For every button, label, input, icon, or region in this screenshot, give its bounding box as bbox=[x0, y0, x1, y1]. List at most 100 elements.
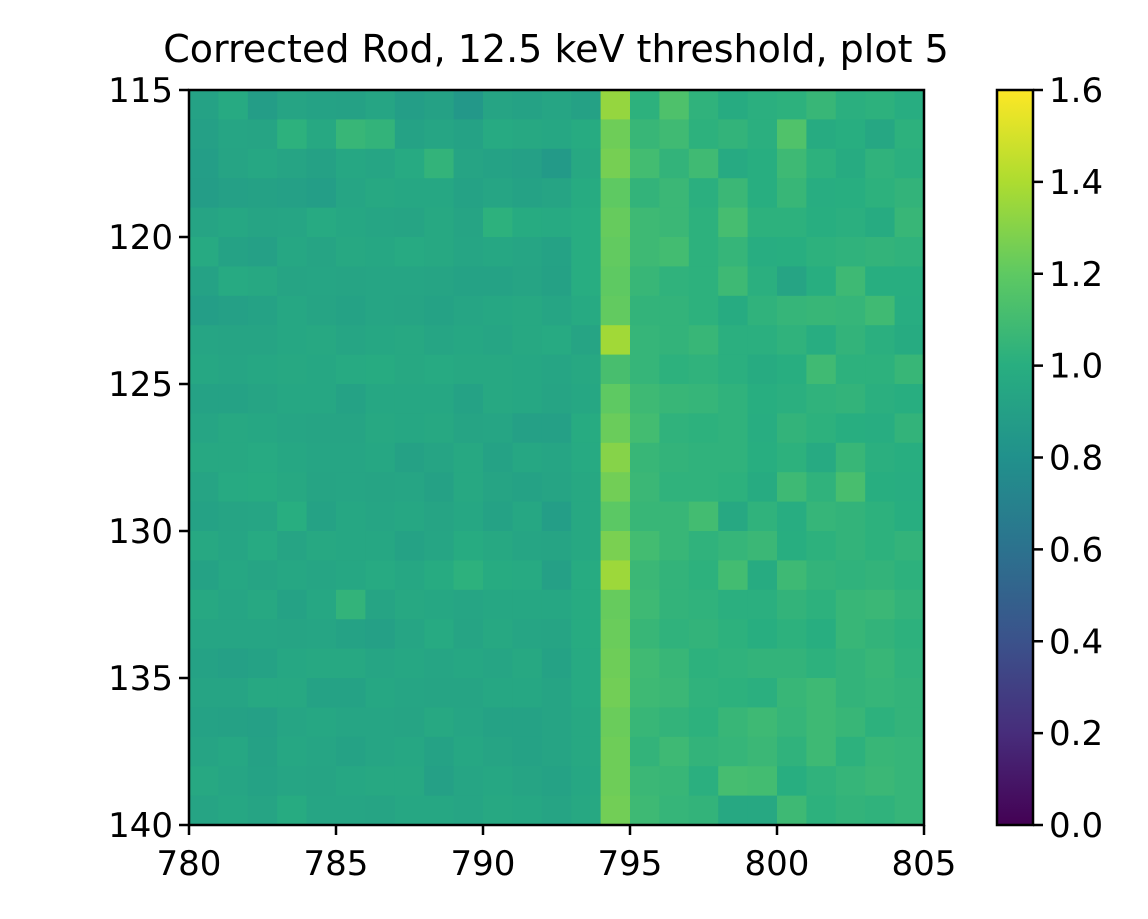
heatmap-cell bbox=[394, 207, 425, 238]
heatmap-cell bbox=[777, 442, 807, 473]
heatmap-cell bbox=[659, 266, 690, 297]
heatmap-cell bbox=[218, 148, 249, 179]
heatmap-cell bbox=[394, 766, 425, 797]
heatmap-cell bbox=[600, 354, 631, 385]
heatmap-cell bbox=[894, 766, 925, 797]
heatmap-cell bbox=[835, 207, 866, 238]
plot-area-frame bbox=[187, 88, 926, 827]
heatmap-cell bbox=[365, 207, 396, 238]
heatmap-cell bbox=[218, 560, 249, 591]
heatmap-cell bbox=[365, 148, 396, 179]
heatmap-cell bbox=[189, 178, 219, 209]
heatmap-cell bbox=[277, 795, 308, 826]
heatmap-cell bbox=[600, 531, 631, 561]
heatmap-cell bbox=[512, 178, 543, 209]
heatmap-cell bbox=[747, 678, 778, 708]
heatmap-cell bbox=[718, 354, 749, 385]
heatmap-cell bbox=[865, 325, 896, 356]
heatmap-cell bbox=[894, 207, 925, 238]
heatmap-cell bbox=[365, 384, 396, 414]
heatmap-cell bbox=[453, 90, 484, 120]
heatmap-cell bbox=[277, 501, 308, 532]
heatmap-cell bbox=[835, 384, 866, 414]
heatmap-cell bbox=[747, 413, 778, 444]
colorbar-tick-label: 1.2 bbox=[1049, 255, 1103, 295]
heatmap-cell bbox=[806, 648, 837, 679]
heatmap-cell bbox=[630, 678, 660, 708]
heatmap-cell bbox=[512, 707, 543, 738]
heatmap-cell bbox=[394, 648, 425, 679]
x-tick-label: 780 bbox=[157, 844, 222, 884]
heatmap-cell bbox=[777, 325, 807, 356]
heatmap-cell bbox=[247, 472, 278, 503]
heatmap-cell bbox=[600, 237, 631, 267]
heatmap-cell bbox=[483, 619, 513, 650]
heatmap-cell bbox=[835, 531, 866, 561]
heatmap-cell bbox=[747, 707, 778, 738]
heatmap-cell bbox=[453, 766, 484, 797]
heatmap-cell bbox=[747, 119, 778, 150]
heatmap-cell bbox=[747, 560, 778, 591]
heatmap-cell bbox=[718, 648, 749, 679]
heatmap-cell bbox=[571, 589, 602, 620]
heatmap-cell bbox=[365, 531, 396, 561]
heatmap-cell bbox=[806, 237, 837, 267]
heatmap-cell bbox=[218, 766, 249, 797]
heatmap-cell bbox=[483, 589, 513, 620]
colorbar-axis: 0.0 0.2 0.4 0.6 0.8 1.0 1.2 1.4 1.6 bbox=[1033, 71, 1103, 846]
heatmap-cell bbox=[688, 413, 719, 444]
heatmap-cell bbox=[189, 354, 219, 385]
heatmap-cell bbox=[865, 531, 896, 561]
heatmap-cell bbox=[365, 766, 396, 797]
heatmap-cell bbox=[512, 795, 543, 826]
heatmap-cell bbox=[306, 736, 337, 767]
heatmap-cell bbox=[541, 295, 572, 326]
heatmap-cell bbox=[777, 707, 807, 738]
heatmap-cell bbox=[600, 736, 631, 767]
heatmap-cell bbox=[541, 648, 572, 679]
heatmap-cell bbox=[541, 472, 572, 503]
heatmap-cell bbox=[277, 207, 308, 238]
heatmap-cell bbox=[424, 354, 455, 385]
heatmap-cell bbox=[688, 472, 719, 503]
heatmap-cell bbox=[306, 766, 337, 797]
heatmap-cell bbox=[218, 237, 249, 267]
heatmap-cell bbox=[336, 501, 366, 532]
heatmap-cell bbox=[512, 354, 543, 385]
heatmap-cell bbox=[541, 589, 572, 620]
heatmap-cell bbox=[659, 178, 690, 209]
heatmap-cell bbox=[835, 325, 866, 356]
colorbar-tick-label: 1.6 bbox=[1049, 71, 1103, 111]
heatmap-cell bbox=[424, 619, 455, 650]
heatmap-cell bbox=[306, 472, 337, 503]
heatmap-cell bbox=[424, 766, 455, 797]
heatmap-cell bbox=[247, 295, 278, 326]
heatmap-cell bbox=[247, 178, 278, 209]
heatmap-cell bbox=[277, 589, 308, 620]
heatmap-cell bbox=[835, 442, 866, 473]
heatmap-cell bbox=[189, 472, 219, 503]
heatmap-cell bbox=[659, 560, 690, 591]
heatmap-cell bbox=[306, 531, 337, 561]
heatmap-cell bbox=[453, 119, 484, 150]
heatmap-cell bbox=[394, 384, 425, 414]
heatmap-cell bbox=[806, 766, 837, 797]
heatmap-cell bbox=[777, 295, 807, 326]
heatmap-cell bbox=[541, 354, 572, 385]
heatmap-cell bbox=[247, 413, 278, 444]
heatmap-cell bbox=[277, 531, 308, 561]
heatmap-cell bbox=[718, 707, 749, 738]
heatmap-cell bbox=[277, 707, 308, 738]
heatmap-cell bbox=[747, 148, 778, 179]
heatmap-cell bbox=[218, 531, 249, 561]
heatmap-cell bbox=[865, 178, 896, 209]
heatmap-cell bbox=[512, 237, 543, 267]
heatmap-cell bbox=[453, 148, 484, 179]
heatmap-cell bbox=[777, 384, 807, 414]
heatmap-cell bbox=[277, 384, 308, 414]
heatmap-cell bbox=[806, 207, 837, 238]
heatmap-cell bbox=[247, 678, 278, 708]
heatmap-cell bbox=[747, 295, 778, 326]
heatmap-cell bbox=[218, 384, 249, 414]
heatmap-cell bbox=[365, 295, 396, 326]
